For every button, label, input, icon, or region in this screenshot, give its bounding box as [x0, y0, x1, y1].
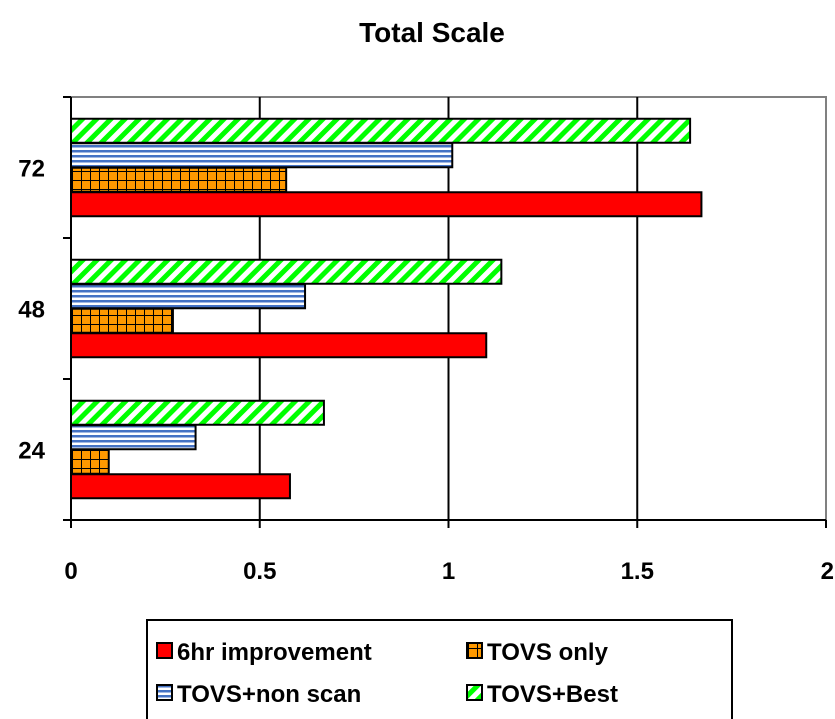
- bar-tovs-best-48: [70, 258, 503, 285]
- legend-label: 6hr improvement: [177, 639, 372, 666]
- y-tick-label: 24: [18, 438, 45, 465]
- legend-swatch: [156, 684, 173, 701]
- legend-swatch: [156, 642, 173, 659]
- bar-6hr-improvement-24: [70, 473, 291, 500]
- chart-title: Total Scale: [359, 17, 505, 48]
- bars: [70, 117, 703, 500]
- legend-swatch: [466, 684, 483, 701]
- bar-6hr-improvement-48: [70, 332, 488, 359]
- legend: 6hr improvement TOVS only TOVS+non scan TOV…: [146, 619, 733, 719]
- x-tick-label: 0: [64, 558, 77, 585]
- x-tick-label: 0.5: [243, 558, 276, 585]
- bar-tovs-best-72: [70, 117, 692, 144]
- legend-box: [146, 619, 733, 719]
- legend-label: TOVS only: [487, 639, 609, 666]
- legend-swatch: [466, 642, 483, 659]
- y-tick-label: 48: [18, 297, 45, 324]
- bar-tovs-only-48: [70, 307, 174, 334]
- axes: 24 48 72 0 0.5 1 1.5 2: [18, 96, 834, 585]
- x-tick-label: 1: [442, 558, 455, 585]
- bar-tovs-non-scan-48: [70, 283, 307, 310]
- x-tick-label: 2: [821, 558, 834, 585]
- x-tick-label: 1.5: [621, 558, 654, 585]
- legend-label: TOVS+non scan: [177, 681, 361, 708]
- bar-tovs-only-72: [70, 166, 288, 193]
- bar-tovs-non-scan-72: [70, 142, 454, 169]
- bar-6hr-improvement-72: [70, 191, 703, 218]
- bar-tovs-only-24: [70, 448, 110, 475]
- y-tick-label: 72: [18, 156, 45, 183]
- bar-tovs-best-24: [70, 399, 325, 426]
- bar-tovs-non-scan-24: [70, 424, 197, 451]
- legend-label: TOVS+Best: [487, 681, 618, 708]
